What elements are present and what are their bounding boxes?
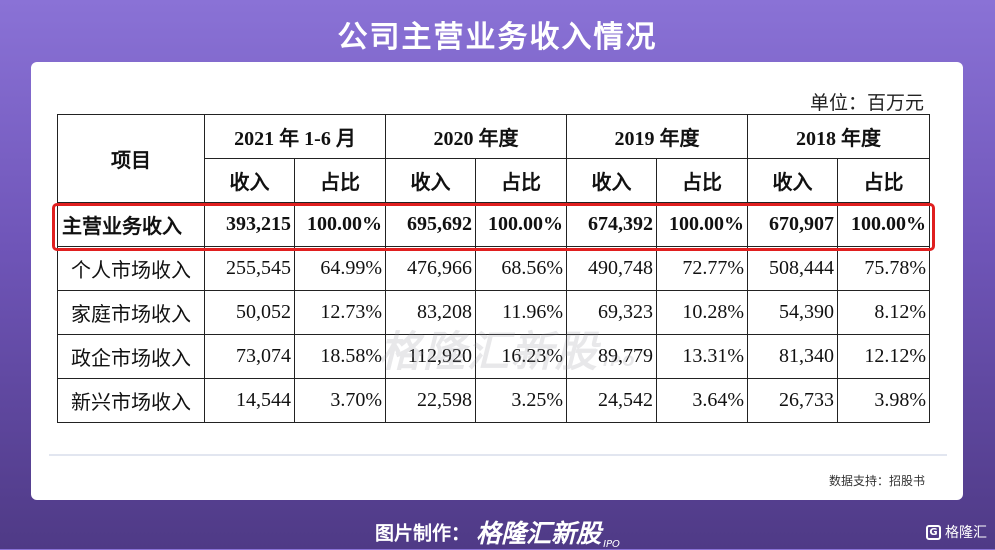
revenue-cell: 73,074 <box>204 334 295 379</box>
revenue-cell: 490,748 <box>566 246 658 291</box>
revenue-cell: 50,052 <box>204 290 295 335</box>
divider <box>49 454 947 456</box>
share-cell: 18.58% <box>293 334 387 379</box>
share-cell: 12.73% <box>293 290 387 335</box>
share-cell: 64.99% <box>293 246 387 291</box>
revenue-cell: 89,779 <box>566 334 658 379</box>
table-row: 主营业务收入 393,215 100.00% 695,692 100.00% 674,39… <box>57 202 931 247</box>
row-label: 主营业务收入 <box>57 202 205 247</box>
row-label: 政企市场收入 <box>57 334 205 379</box>
share-subheader: 占比 <box>293 158 387 203</box>
credit-label: 图片制作： <box>375 522 471 545</box>
table-subheader-row: 收入 占比 收入 占比 收入 占比 收入 占比 <box>58 158 931 203</box>
share-subheader: 占比 <box>656 158 749 203</box>
revenue-cell: 508,444 <box>747 246 839 291</box>
period-header: 2018 年度 <box>747 114 931 159</box>
share-cell: 3.64% <box>656 378 749 423</box>
footer-credit: 图片制作： 格隆汇新股 IPO <box>0 514 995 550</box>
revenue-cell: 695,692 <box>385 202 477 247</box>
item-header: 项目 <box>57 114 205 203</box>
brand-logo: 格隆汇新股 <box>476 519 602 548</box>
revenue-cell: 674,392 <box>566 202 658 247</box>
page-title: 公司主营业务收入情况 <box>337 20 658 55</box>
corner-logo: G 格隆汇 <box>926 522 987 542</box>
revenue-subheader: 收入 <box>566 158 658 203</box>
share-cell: 75.78% <box>837 246 931 291</box>
share-cell: 3.25% <box>475 378 568 423</box>
share-cell: 8.12% <box>837 290 931 335</box>
table-header-row: 项目 2021 年 1-6 月 2020 年度 2019 年度 2018 年度 <box>57 114 931 203</box>
revenue-cell: 81,340 <box>747 334 839 379</box>
row-label: 新兴市场收入 <box>57 378 205 423</box>
share-cell: 10.28% <box>656 290 749 335</box>
source-note: 数据支持：招股书 <box>828 474 925 488</box>
share-cell: 12.12% <box>837 334 931 379</box>
row-label: 个人市场收入 <box>57 246 205 291</box>
share-cell: 16.23% <box>475 334 568 379</box>
share-cell: 13.31% <box>656 334 749 379</box>
revenue-subheader: 收入 <box>747 158 839 203</box>
period-header: 2019 年度 <box>566 114 749 159</box>
share-cell: 100.00% <box>475 202 568 247</box>
share-subheader: 占比 <box>475 158 568 203</box>
table-row: 家庭市场收入 50,052 12.73% 83,208 11.96% 69,323 10.2… <box>57 290 931 335</box>
revenue-table: 项目 2021 年 1-6 月 2020 年度 2019 年度 2018 年度 … <box>57 114 931 423</box>
share-subheader: 占比 <box>837 158 931 203</box>
share-cell: 100.00% <box>656 202 749 247</box>
share-cell: 3.70% <box>293 378 387 423</box>
period-header: 2021 年 1-6 月 <box>203 114 387 159</box>
table-row: 政企市场收入 73,074 18.58% 112,920 16.23% 89,779 13.… <box>57 334 931 379</box>
share-cell: 72.77% <box>656 246 749 291</box>
row-label: 家庭市场收入 <box>57 290 205 335</box>
revenue-cell: 255,545 <box>204 246 295 291</box>
revenue-cell: 83,208 <box>385 290 477 335</box>
revenue-cell: 112,920 <box>385 334 477 379</box>
share-cell: 100.00% <box>837 202 931 247</box>
revenue-cell: 69,323 <box>566 290 658 335</box>
revenue-subheader: 收入 <box>204 158 295 203</box>
table-row: 个人市场收入 255,545 64.99% 476,966 68.56% 490,748 7… <box>57 246 931 291</box>
revenue-cell: 24,542 <box>566 378 658 423</box>
revenue-cell: 26,733 <box>747 378 839 423</box>
revenue-cell: 14,544 <box>204 378 295 423</box>
period-header: 2020 年度 <box>385 114 568 159</box>
brand-icon: G <box>926 524 941 540</box>
corner-logo-text: 格隆汇 <box>945 525 987 541</box>
revenue-subheader: 收入 <box>385 158 477 203</box>
revenue-cell: 476,966 <box>385 246 477 291</box>
revenue-cell: 393,215 <box>204 202 295 247</box>
table-row: 新兴市场收入 14,544 3.70% 22,598 3.25% 24,542 3.64% 2… <box>57 378 931 423</box>
brand-sub: IPO <box>603 539 620 550</box>
revenue-cell: 22,598 <box>385 378 477 423</box>
table-card: 单位：百万元 项目 2021 年 1-6 月 2020 年度 2019 年度 2… <box>31 62 963 500</box>
share-cell: 11.96% <box>475 290 568 335</box>
share-cell: 68.56% <box>475 246 568 291</box>
share-cell: 100.00% <box>293 202 387 247</box>
unit-label: 单位：百万元 <box>809 92 924 114</box>
revenue-cell: 670,907 <box>747 202 839 247</box>
revenue-cell: 54,390 <box>747 290 839 335</box>
share-cell: 3.98% <box>837 378 931 423</box>
